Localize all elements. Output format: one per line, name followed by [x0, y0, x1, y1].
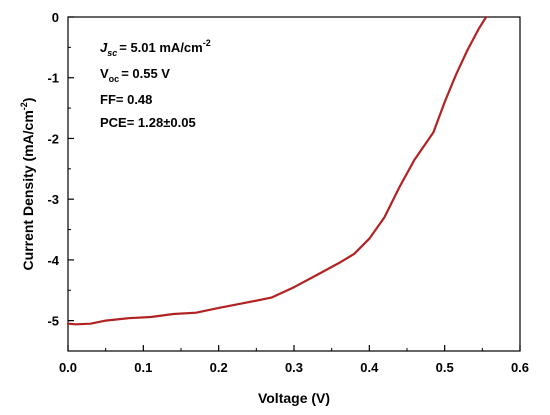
- annotation-jsc-sup: -2: [203, 38, 211, 48]
- x-tick-label: 0.0: [59, 360, 77, 375]
- x-axis-ticks: 0.0 0.1 0.2 0.3 0.4 0.5 0.6: [59, 345, 529, 375]
- y-axis-title-sup: -2: [19, 102, 29, 110]
- x-tick-label: 0.1: [134, 360, 152, 375]
- y-axis-title-close: ): [20, 98, 36, 103]
- series-layer: [66, 15, 488, 326]
- annotation-jsc-text: = 5.01 mA/cm: [119, 40, 202, 55]
- y-axis-title-main: Current Density (mA/cm: [20, 110, 36, 270]
- annotation-jsc-symbol: J: [100, 40, 108, 55]
- y-axis-ticks: 0 -1 -2 -3 -4 -5: [47, 10, 74, 329]
- annotation-ff: FF= 0.48: [100, 92, 152, 107]
- annotation-voc-symbol: V: [100, 66, 109, 81]
- annotation-jsc-sub: sc: [107, 48, 117, 58]
- x-axis-title: Voltage (V): [258, 390, 330, 406]
- x-tick-label: 0.2: [210, 360, 228, 375]
- y-tick-label: -3: [47, 192, 59, 207]
- annotation-voc: Voc = 0.55 V: [100, 66, 170, 84]
- y-axis-title: Current Density (mA/cm-2): [19, 98, 36, 271]
- annotation-voc-text: = 0.55 V: [121, 66, 170, 81]
- annotation-jsc: Jsc = 5.01 mA/cm-2: [100, 38, 211, 58]
- annotation-pce: PCE= 1.28±0.05: [100, 115, 196, 130]
- annotation-voc-sub: oc: [109, 74, 120, 84]
- y-tick-label: -5: [47, 314, 59, 329]
- y-tick-label: -2: [47, 131, 59, 146]
- series-line: [66, 15, 488, 326]
- x-tick-label: 0.6: [511, 360, 529, 375]
- y-tick-label: -4: [47, 253, 59, 268]
- y-tick-label: -1: [47, 71, 59, 86]
- x-tick-label: 0.5: [436, 360, 454, 375]
- y-tick-label: 0: [52, 10, 59, 25]
- x-tick-label: 0.4: [360, 360, 379, 375]
- x-tick-label: 0.3: [285, 360, 303, 375]
